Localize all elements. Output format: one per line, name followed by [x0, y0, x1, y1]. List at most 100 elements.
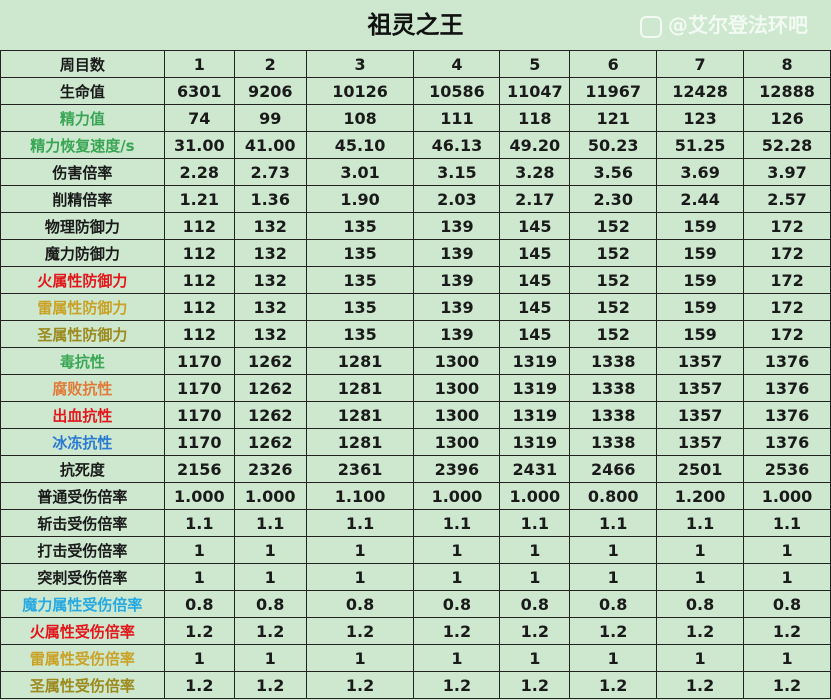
table-cell: 132: [233, 266, 307, 294]
table-cell: 12888: [743, 77, 831, 105]
table-cell: 1262: [233, 401, 307, 429]
column-header: 2: [233, 50, 307, 78]
table-cell: 1: [233, 563, 307, 591]
table-cell: 1.100: [305, 482, 415, 510]
table-cell: 1.1: [413, 509, 501, 537]
table-cell: 49.20: [499, 131, 571, 159]
table-row: 削精倍率 1.21 1.36 1.90 2.03 2.17 2.30 2.44 2.57: [0, 185, 831, 213]
row-label: 精力恢复速度/s: [0, 131, 165, 159]
table-cell: 1.000: [233, 482, 307, 510]
table-cell: 172: [743, 266, 831, 294]
table-row: 腐败抗性 1170 1262 1281 1300 1319 1338 1357 1376: [0, 374, 831, 402]
table-cell: 132: [233, 293, 307, 321]
table-row: 圣属性防御力 112 132 135 139 145 152 159 172: [0, 320, 831, 348]
table-cell: 11047: [499, 77, 571, 105]
table-cell: 135: [305, 266, 415, 294]
table-cell: 1: [163, 644, 235, 672]
table-cell: 2536: [743, 455, 831, 483]
row-label: 冰冻抗性: [0, 428, 165, 456]
table-cell: 1: [413, 644, 501, 672]
table-cell: 3.97: [743, 158, 831, 186]
row-label: 火属性受伤倍率: [0, 617, 165, 645]
table-cell: 1: [305, 644, 415, 672]
table-cell: 3.69: [656, 158, 745, 186]
table-cell: 1.2: [656, 617, 745, 645]
table-cell: 152: [569, 320, 658, 348]
column-header: 4: [413, 50, 501, 78]
table-cell: 112: [163, 212, 235, 240]
table-cell: 1.1: [305, 509, 415, 537]
table-cell: 152: [569, 293, 658, 321]
table-cell: 139: [413, 239, 501, 267]
table-cell: 1357: [656, 374, 745, 402]
table-cell: 1.1: [233, 509, 307, 537]
table-cell: 1376: [743, 347, 831, 375]
table-cell: 31.00: [163, 131, 235, 159]
row-label: 雷属性受伤倍率: [0, 644, 165, 672]
table-row: 精力值 74 99 108 111 118 121 123 126: [0, 104, 831, 132]
table-cell: 1376: [743, 374, 831, 402]
table-cell: 46.13: [413, 131, 501, 159]
table-cell: 1.2: [413, 671, 501, 699]
table-cell: 139: [413, 320, 501, 348]
table-cell: 11967: [569, 77, 658, 105]
table-row: 突刺受伤倍率 1 1 1 1 1 1 1 1: [0, 563, 831, 591]
table-cell: 2.57: [743, 185, 831, 213]
table-cell: 1: [305, 563, 415, 591]
table-cell: 2.03: [413, 185, 501, 213]
table-cell: 1: [569, 644, 658, 672]
table-cell: 9206: [233, 77, 307, 105]
table-cell: 132: [233, 320, 307, 348]
table-cell: 172: [743, 320, 831, 348]
table-cell: 1.2: [233, 671, 307, 699]
table-cell: 1: [499, 563, 571, 591]
table-cell: 1: [413, 563, 501, 591]
table-cell: 112: [163, 320, 235, 348]
table-row: 雷属性防御力 112 132 135 139 145 152 159 172: [0, 293, 831, 321]
table-cell: 1: [569, 563, 658, 591]
table-cell: 1: [499, 536, 571, 564]
table-cell: 52.28: [743, 131, 831, 159]
table-cell: 135: [305, 212, 415, 240]
table-cell: 118: [499, 104, 571, 132]
table-cell: 1: [233, 536, 307, 564]
table-row: 斩击受伤倍率 1.1 1.1 1.1 1.1 1.1 1.1 1.1 1.1: [0, 509, 831, 537]
column-header: 7: [656, 50, 745, 78]
table-cell: 1338: [569, 428, 658, 456]
table-cell: 0.8: [305, 590, 415, 618]
table-cell: 159: [656, 320, 745, 348]
table-cell: 1.2: [743, 617, 831, 645]
row-label: 抗死度: [0, 455, 165, 483]
table-cell: 2501: [656, 455, 745, 483]
row-label: 物理防御力: [0, 212, 165, 240]
table-cell: 2466: [569, 455, 658, 483]
table-cell: 1: [743, 644, 831, 672]
table-cell: 10126: [305, 77, 415, 105]
table-cell: 1.2: [656, 671, 745, 699]
table-cell: 145: [499, 320, 571, 348]
table-cell: 2.17: [499, 185, 571, 213]
table-cell: 1.1: [743, 509, 831, 537]
table-cell: 112: [163, 239, 235, 267]
table-cell: 1262: [233, 347, 307, 375]
row-label: 魔力属性受伤倍率: [0, 590, 165, 618]
column-header: 6: [569, 50, 658, 78]
table-cell: 1.2: [499, 617, 571, 645]
row-label: 魔力防御力: [0, 239, 165, 267]
table-cell: 1376: [743, 428, 831, 456]
table-cell: 1357: [656, 401, 745, 429]
row-label: 突刺受伤倍率: [0, 563, 165, 591]
table-cell: 1357: [656, 428, 745, 456]
table-row: 毒抗性 1170 1262 1281 1300 1319 1338 1357 1376: [0, 347, 831, 375]
row-label: 普通受伤倍率: [0, 482, 165, 510]
table-cell: 74: [163, 104, 235, 132]
table-row: 雷属性受伤倍率 1 1 1 1 1 1 1 1: [0, 644, 831, 672]
table-cell: 145: [499, 266, 571, 294]
table-cell: 145: [499, 239, 571, 267]
table-cell: 1170: [163, 428, 235, 456]
table-cell: 51.25: [656, 131, 745, 159]
table-cell: 1.2: [305, 671, 415, 699]
table-row: 圣属性受伤倍率 1.2 1.2 1.2 1.2 1.2 1.2 1.2 1.2: [0, 671, 831, 699]
table-cell: 1300: [413, 428, 501, 456]
table-cell: 112: [163, 293, 235, 321]
